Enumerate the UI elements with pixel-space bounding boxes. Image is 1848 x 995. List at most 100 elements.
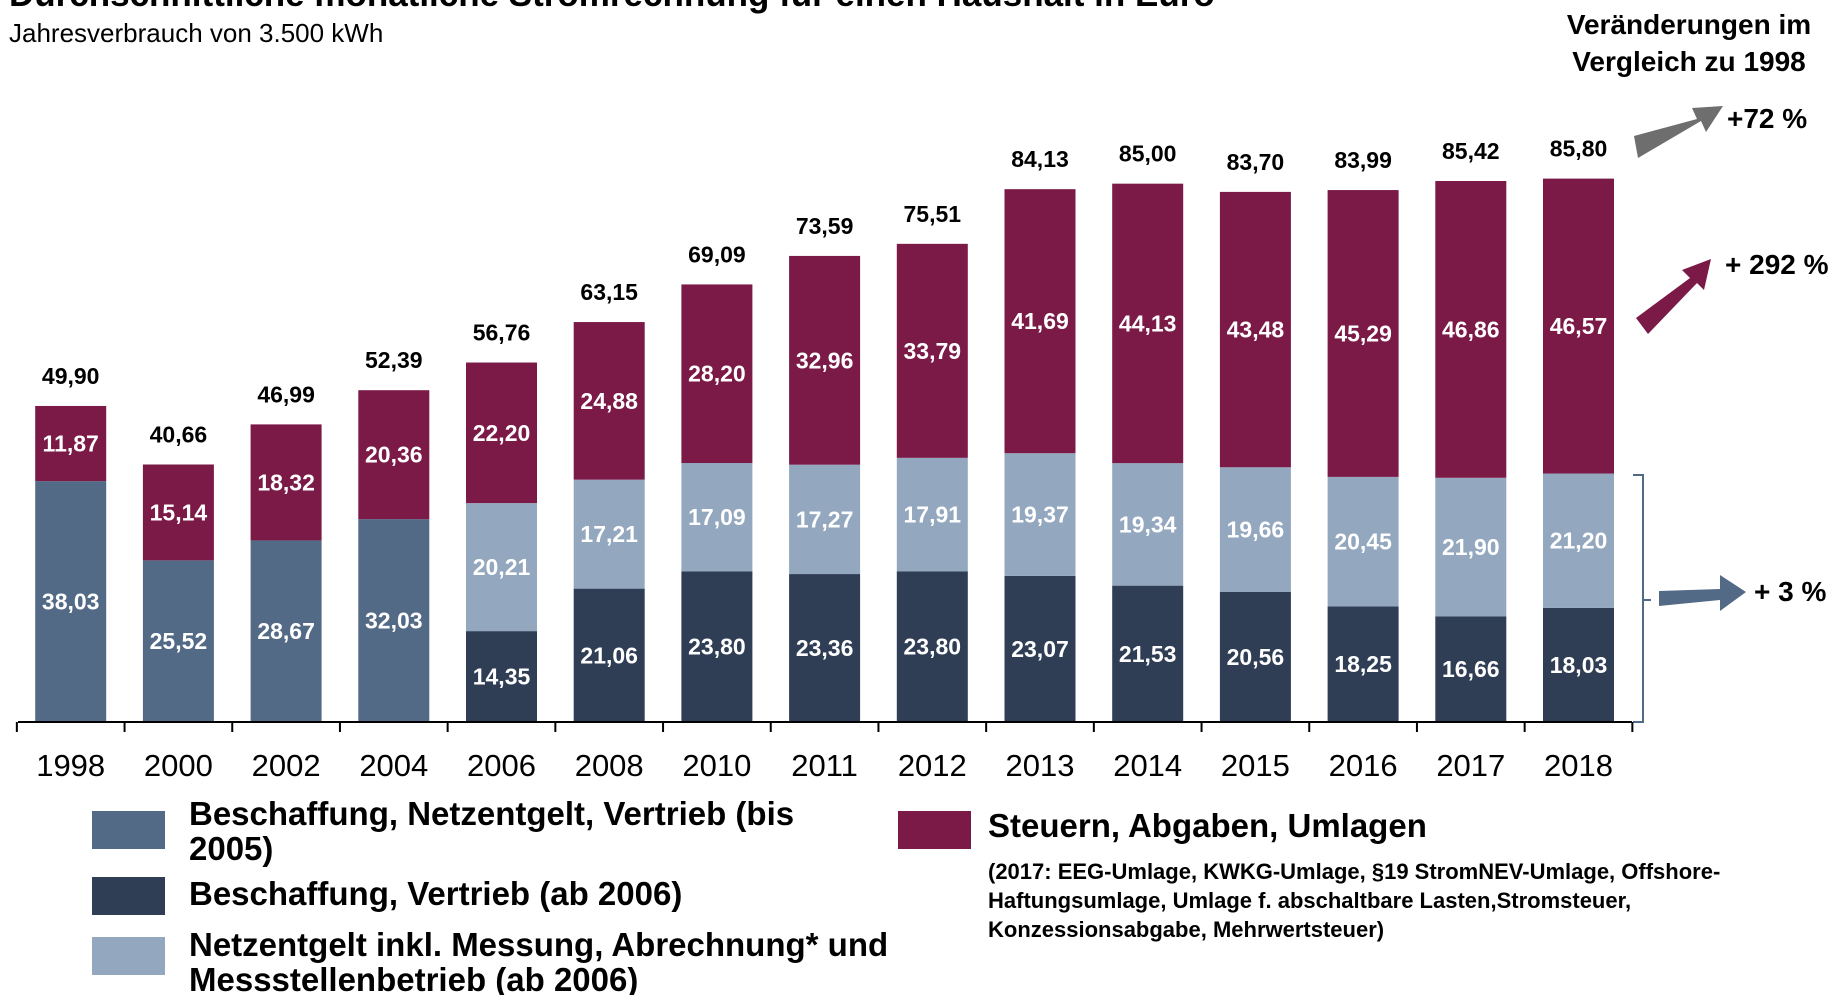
bar-segment	[1327, 476, 1399, 607]
bar-segment	[466, 362, 537, 504]
value-label: 23,80	[688, 634, 746, 660]
bar-segment	[1219, 467, 1291, 592]
value-label: 22,20	[473, 420, 531, 446]
legend-swatch	[92, 877, 165, 915]
value-label: 23,36	[796, 635, 854, 661]
value-label: 17,91	[904, 502, 962, 528]
value-label: 21,06	[580, 642, 638, 668]
value-label: 41,69	[1011, 308, 1069, 334]
value-label: 11,87	[43, 431, 99, 457]
bar-segment	[1435, 477, 1507, 617]
value-label: 17,09	[688, 504, 746, 530]
bar-segment	[1219, 591, 1291, 722]
bar-segment	[1004, 189, 1076, 454]
bar-segment	[1219, 191, 1291, 468]
x-tick-label: 2013	[1006, 748, 1075, 783]
arrow	[1634, 106, 1723, 158]
value-label: 20,45	[1334, 529, 1392, 555]
bar-segment	[1112, 463, 1184, 586]
bar-segment	[896, 243, 968, 458]
value-label: 23,07	[1011, 636, 1069, 662]
x-tick-label: 2018	[1544, 748, 1613, 783]
value-label: 19,37	[1011, 502, 1069, 528]
chart-subtitle: Jahresverbrauch von 3.500 kWh	[9, 18, 383, 48]
bar-segment	[250, 540, 322, 722]
total-label: 85,80	[1550, 136, 1608, 162]
value-label: 21,20	[1550, 528, 1608, 554]
chart-title: Durchschnittliche monatliche Stromrechnu…	[9, 0, 1215, 14]
bar-segment	[896, 571, 968, 722]
value-label: 28,20	[688, 361, 746, 387]
legend-swatch	[92, 937, 165, 975]
bar-segment	[466, 503, 537, 632]
value-label: 21,53	[1119, 641, 1177, 667]
total-label: 85,00	[1119, 141, 1177, 167]
x-tick-label: 2010	[682, 748, 751, 783]
annotation: + 292 %	[1725, 249, 1829, 280]
value-label: 16,66	[1442, 656, 1500, 682]
bar-segment	[250, 424, 322, 541]
legend-label: Netzentgelt inkl. Messung, Abrechnung* u…	[189, 926, 889, 995]
value-label: 44,13	[1119, 310, 1177, 336]
bar-segment	[1543, 178, 1614, 474]
annotation: +72 %	[1727, 103, 1807, 134]
value-label: 45,29	[1334, 320, 1392, 346]
value-label: 18,25	[1334, 651, 1392, 677]
x-tick-label: 2004	[359, 748, 428, 783]
bar-segment	[358, 390, 430, 520]
x-tick-label: 2008	[575, 748, 644, 783]
value-label: 20,36	[365, 442, 423, 468]
change-header: Vergleich zu 1998	[1572, 46, 1805, 77]
bar-segment	[789, 574, 861, 722]
bar-segment	[681, 463, 753, 572]
value-label: 20,21	[473, 554, 531, 580]
x-tick-label: 2002	[252, 748, 321, 783]
value-label: 21,90	[1442, 534, 1500, 560]
x-tick-label: 2015	[1221, 748, 1290, 783]
annotation: + 3 %	[1754, 576, 1826, 607]
x-tick-label: 1998	[36, 748, 105, 783]
total-label: 83,70	[1227, 149, 1285, 175]
total-label: 56,76	[473, 320, 531, 346]
x-tick-label: 2011	[791, 748, 858, 783]
value-label: 25,52	[150, 628, 208, 654]
total-label: 52,39	[365, 347, 423, 373]
legend-swatch	[898, 811, 971, 849]
bar-segment	[573, 588, 645, 722]
legend-swatch	[92, 811, 165, 849]
total-label: 84,13	[1011, 146, 1069, 172]
bar-segment	[789, 255, 861, 465]
bar-segment	[466, 631, 537, 722]
value-label: 20,56	[1227, 644, 1285, 670]
bar-segment	[573, 322, 645, 480]
bar-segment	[1004, 453, 1076, 576]
total-label: 83,99	[1334, 147, 1392, 173]
value-label: 18,32	[257, 469, 315, 495]
bracket	[1633, 474, 1651, 723]
bar-segment	[1112, 585, 1184, 722]
value-label: 15,14	[150, 499, 208, 525]
legend-label: Beschaffung, Vertrieb (ab 2006)	[189, 875, 683, 912]
value-label: 46,57	[1550, 313, 1608, 339]
value-label: 17,27	[796, 506, 854, 532]
value-label: 23,80	[904, 634, 962, 660]
bar-segment	[1543, 473, 1614, 608]
value-label: 24,88	[580, 388, 638, 414]
bar-segment	[789, 464, 861, 575]
x-tick-label: 2016	[1329, 748, 1398, 783]
legend-label: Beschaffung, Netzentgelt, Vertrieb (bis …	[189, 795, 795, 867]
x-tick-label: 2014	[1113, 748, 1182, 783]
arrow	[1636, 259, 1711, 334]
legend-label: Steuern, Abgaben, Umlagen	[988, 807, 1427, 844]
bar-segment	[142, 560, 214, 722]
bar-segment	[1112, 183, 1184, 464]
value-label: 28,67	[257, 618, 315, 644]
value-label: 43,48	[1227, 317, 1285, 343]
value-label: 33,79	[904, 338, 962, 364]
total-label: 75,51	[904, 201, 962, 227]
bar-segment	[35, 481, 107, 722]
total-label: 46,99	[257, 381, 315, 407]
x-tick-label: 2000	[144, 748, 213, 783]
x-tick-label: 2006	[467, 748, 536, 783]
